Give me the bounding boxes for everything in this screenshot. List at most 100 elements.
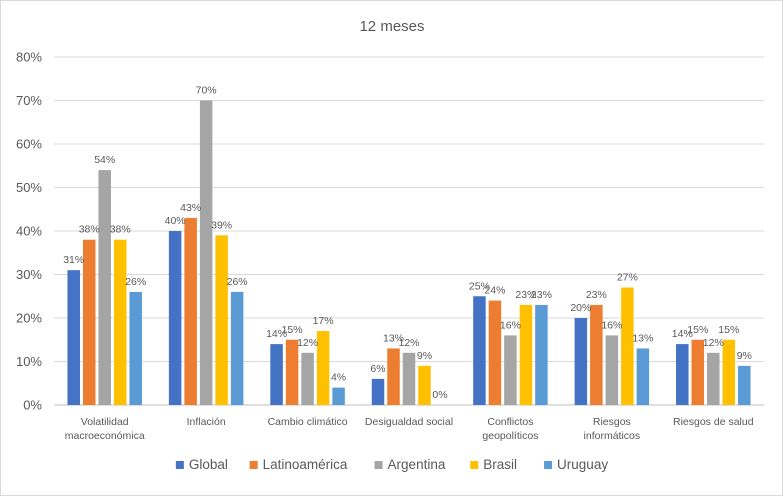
y-tick-label: 40% [16, 224, 42, 239]
y-axis: 0% 10% 20% 30% 40% 50% 60% 70% 80% [16, 50, 42, 413]
data-labels: 31%38%54%38%26%40%43%70%39%26%14%15%12%1… [63, 85, 752, 402]
data-label: 16% [601, 319, 622, 331]
data-label: 14% [672, 328, 693, 340]
bar-argentina [504, 335, 517, 405]
bar-global [168, 231, 182, 405]
bar-global [473, 296, 486, 405]
category-label: Desigualdad social [365, 416, 453, 428]
category-label: Inflación [187, 416, 226, 428]
y-tick-label: 0% [23, 398, 42, 413]
data-label: 26% [125, 276, 146, 288]
data-label: 15% [282, 324, 303, 336]
data-label: 12% [398, 337, 419, 349]
category-label-line: Inflación [187, 416, 226, 428]
data-label: 16% [500, 319, 521, 331]
legend-swatch [544, 461, 553, 469]
category-label: Volatilidad macroeconómica [65, 416, 145, 442]
bar-uruguay [738, 365, 751, 405]
bar-brasil [621, 287, 634, 405]
data-label: 24% [484, 285, 505, 297]
bar-latinoamrica [691, 339, 705, 405]
bar-argentina [707, 352, 720, 405]
legend: Global Latinoamérica Argentina Brasil Urugua… [175, 457, 608, 472]
bar-argentina [98, 170, 111, 405]
bar-latinoamrica [184, 217, 197, 405]
bar-brasil [113, 239, 127, 405]
data-label: 6% [370, 363, 385, 375]
y-tick-label: 30% [16, 267, 42, 282]
legend-swatch [374, 461, 383, 469]
bar-global [676, 344, 689, 405]
bar-brasil [722, 339, 736, 405]
bar-uruguay [636, 348, 650, 405]
bar-latinoamrica [285, 339, 299, 405]
data-label: 38% [79, 224, 100, 236]
bar-argentina [301, 352, 314, 405]
bar-latinoamrica [590, 304, 603, 405]
data-label: 31% [63, 254, 84, 266]
data-label: 15% [687, 324, 708, 336]
data-label: 23% [515, 289, 536, 301]
data-label: 40% [165, 215, 186, 227]
bar-argentina [605, 335, 619, 405]
data-label: 54% [94, 154, 115, 166]
data-label: 25% [469, 280, 490, 292]
bar-uruguay [535, 304, 548, 405]
data-label: 43% [180, 202, 201, 214]
x-axis: Volatilidad macroeconómica Inflación Cambio… [65, 416, 754, 442]
bar-latinoamrica [488, 300, 502, 405]
bar-global [371, 378, 385, 405]
data-label: 9% [417, 350, 432, 362]
bar-uruguay [230, 291, 244, 405]
category-label: Conflictos geopolíticos [482, 416, 538, 442]
data-label: 27% [617, 272, 638, 284]
y-tick-label: 80% [16, 50, 42, 65]
data-label: 9% [737, 350, 752, 362]
data-label: 23% [531, 289, 552, 301]
legend-label: Uruguay [557, 457, 608, 472]
y-tick-label: 20% [16, 311, 42, 326]
data-label: 14% [266, 328, 287, 340]
data-label: 23% [586, 289, 607, 301]
data-label: 17% [313, 315, 334, 327]
y-tick-label: 60% [16, 137, 42, 152]
bar-brasil [215, 235, 228, 405]
data-label: 0% [432, 389, 447, 401]
category-label-line: Riesgos [593, 416, 631, 428]
data-label: 70% [196, 85, 217, 97]
data-label: 20% [570, 302, 591, 314]
legend-label: Global [189, 457, 228, 472]
legend-label: Latinoamérica [263, 457, 348, 472]
data-label: 13% [383, 332, 404, 344]
category-label: Riesgos informáticos [584, 416, 641, 442]
chart-title: 12 meses [359, 18, 424, 35]
bar-global [67, 270, 80, 405]
data-label: 4% [331, 372, 346, 384]
category-label-line: Volatilidad [81, 416, 129, 428]
category-label-line: Cambio climático [268, 416, 348, 428]
bar-brasil [519, 304, 533, 405]
category-label-line: Riesgos de salud [673, 416, 754, 428]
data-label: 12% [703, 337, 724, 349]
bar-latinoamrica [82, 239, 96, 405]
data-label: 26% [227, 276, 248, 288]
category-label-line: Desigualdad social [365, 416, 453, 428]
category-label-line: informáticos [584, 430, 641, 442]
bar-uruguay [332, 387, 345, 405]
bar-brasil [418, 365, 431, 405]
legend-swatch [249, 461, 258, 469]
y-tick-label: 70% [16, 93, 42, 108]
category-label: Riesgos de salud [673, 416, 754, 428]
bar-uruguay [129, 291, 142, 405]
y-tick-label: 50% [16, 180, 42, 195]
bar-global [270, 344, 283, 405]
bar-brasil [316, 331, 330, 405]
category-label-line: macroeconómica [65, 430, 145, 442]
legend-label: Brasil [483, 457, 517, 472]
category-label: Cambio climático [268, 416, 348, 428]
y-tick-label: 10% [16, 354, 42, 369]
data-label: 12% [297, 337, 318, 349]
bars [67, 100, 751, 405]
